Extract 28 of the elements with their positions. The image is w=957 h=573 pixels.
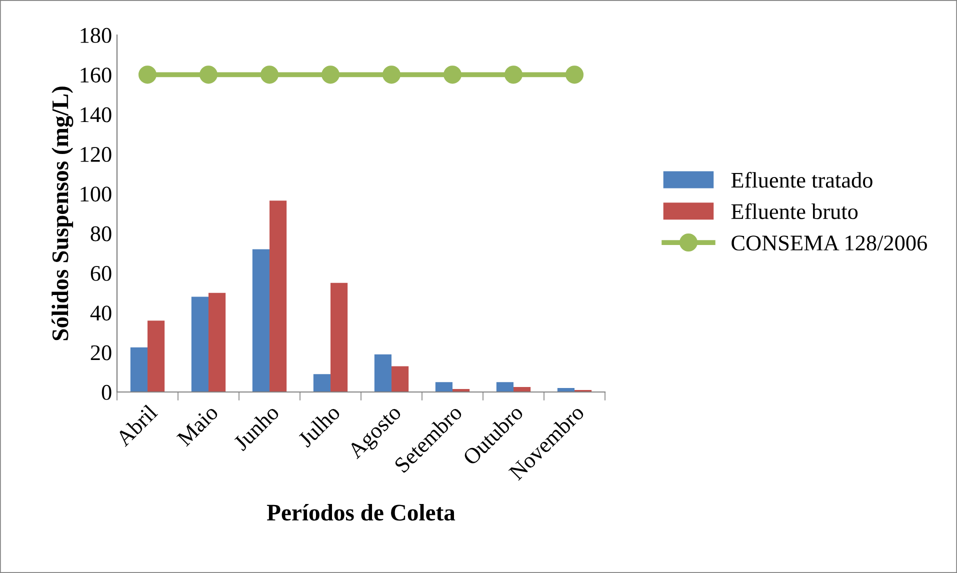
y-tick-label: 140 (80, 107, 112, 122)
bar (374, 354, 392, 392)
bar (313, 374, 330, 392)
bar (148, 320, 165, 392)
y-tick-label: 160 (80, 68, 112, 83)
bar (252, 249, 270, 392)
bar (514, 387, 531, 392)
y-tick-label: 180 (80, 28, 112, 43)
y-axis-title: Sólidos Suspensos (mg/L) (52, 86, 74, 340)
y-tick-label: 0 (102, 384, 112, 400)
legend-label: CONSEMA 128/2006 (732, 236, 927, 251)
bar (130, 347, 148, 392)
y-tick-label: 80 (90, 226, 112, 242)
legend-label: Efluente tratado (731, 172, 872, 188)
y-tick-label: 40 (90, 306, 112, 321)
bar (435, 382, 452, 392)
y-tick-label: 120 (80, 146, 112, 162)
bar (191, 296, 208, 392)
y-tick-label: 60 (90, 266, 112, 281)
bar (208, 292, 226, 392)
y-tick-label: 100 (80, 186, 112, 202)
x-axis-title: Períodos de Coleta (266, 504, 456, 521)
bar (330, 282, 348, 392)
y-tick-label: 20 (90, 345, 112, 360)
bar (270, 200, 287, 392)
bar (496, 382, 514, 392)
bar (392, 366, 409, 392)
legend-label: Efluente bruto (731, 203, 858, 220)
